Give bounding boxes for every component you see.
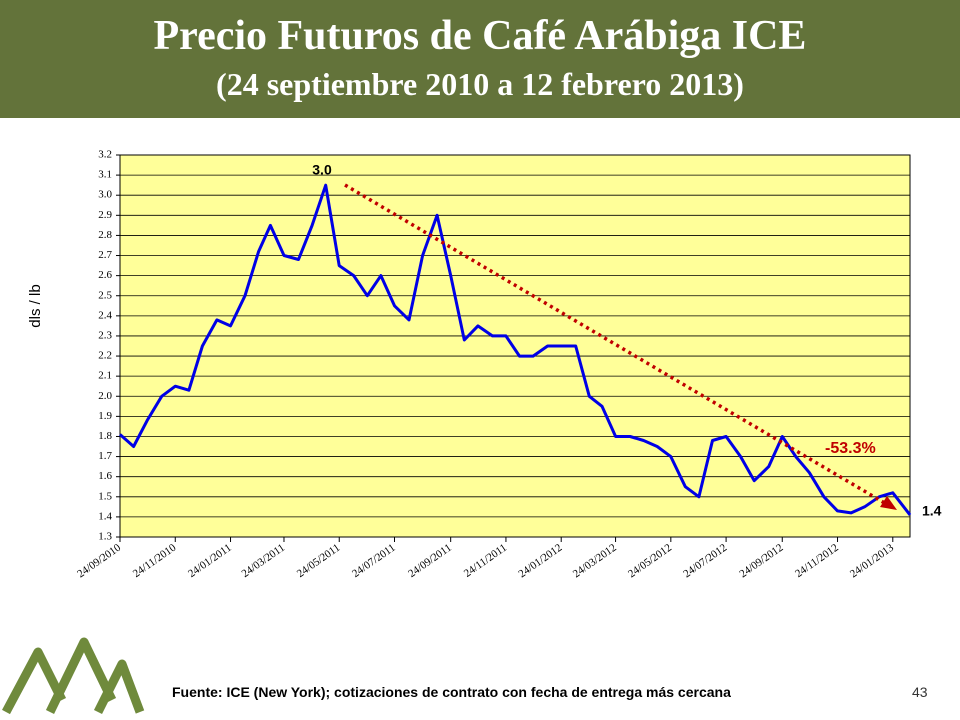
y-tick-label: 1.6 bbox=[98, 470, 112, 482]
y-tick-label: 1.9 bbox=[98, 410, 112, 422]
title: Precio Futuros de Café Arábiga ICE bbox=[153, 13, 807, 59]
x-tick-label: 24/11/2011 bbox=[462, 542, 509, 580]
x-tick-label: 24/01/2013 bbox=[848, 541, 896, 580]
annotation: 3.0 bbox=[312, 162, 332, 178]
x-tick-label: 24/09/2012 bbox=[737, 542, 785, 581]
y-tick-label: 3.1 bbox=[98, 169, 112, 181]
y-tick-label: 3.2 bbox=[98, 149, 112, 161]
x-tick-label: 24/01/2011 bbox=[186, 542, 234, 580]
subtitle: (24 septiembre 2010 a 12 febrero 2013) bbox=[216, 66, 744, 102]
x-tick-label: 24/01/2012 bbox=[516, 542, 564, 581]
x-tick-label: 24/03/2012 bbox=[571, 542, 619, 581]
x-tick-label: 24/09/2011 bbox=[406, 542, 454, 580]
x-tick-label: 24/03/2011 bbox=[240, 542, 288, 580]
x-tick-label: 24/07/2012 bbox=[681, 542, 729, 581]
y-tick-label: 1.5 bbox=[98, 490, 112, 502]
trend-line bbox=[344, 183, 889, 507]
plot-area bbox=[119, 154, 911, 538]
x-tick-label: 24/11/2012 bbox=[793, 542, 841, 580]
y-tick-label: 2.4 bbox=[98, 309, 112, 321]
x-tick-label: 24/05/2012 bbox=[626, 542, 674, 581]
y-tick-label: 2.8 bbox=[98, 229, 112, 241]
header: Precio Futuros de Café Arábiga ICE (24 s… bbox=[0, 0, 960, 118]
x-tick-label: 24/07/2011 bbox=[350, 542, 398, 580]
source: Fuente: ICE (New York); cotizaciones de … bbox=[172, 684, 731, 700]
annotation: -53.3% bbox=[825, 440, 876, 457]
price-line bbox=[119, 183, 912, 516]
y-tick-label: 2.6 bbox=[98, 269, 112, 281]
y-tick-label: 2.1 bbox=[98, 370, 112, 382]
y-tick-label: 3.0 bbox=[98, 189, 112, 201]
y-tick-label: 2.5 bbox=[98, 289, 112, 301]
y-tick-label: 1.4 bbox=[98, 510, 112, 522]
x-tick-label: 24/09/2010 bbox=[75, 541, 123, 580]
y-tick-label: 2.9 bbox=[98, 209, 112, 221]
y-tick-label: 1.7 bbox=[98, 450, 112, 462]
page-number: 43 bbox=[912, 684, 928, 700]
y-tick-label: 2.3 bbox=[98, 329, 112, 341]
y-tick-label: 1.3 bbox=[98, 531, 112, 543]
y-tick-label: 2.7 bbox=[98, 249, 112, 261]
logo bbox=[2, 637, 145, 715]
y-axis-label: dls / lb bbox=[27, 284, 44, 327]
y-tick-label: 2.2 bbox=[98, 350, 112, 362]
y-tick-label: 1.8 bbox=[98, 430, 112, 442]
x-tick-label: 24/05/2011 bbox=[295, 542, 343, 580]
y-tick-label: 2.0 bbox=[98, 390, 112, 402]
trend-arrowhead bbox=[880, 496, 897, 510]
x-tick-label: 24/11/2010 bbox=[131, 541, 179, 580]
annotation: 1.4 bbox=[922, 503, 942, 519]
